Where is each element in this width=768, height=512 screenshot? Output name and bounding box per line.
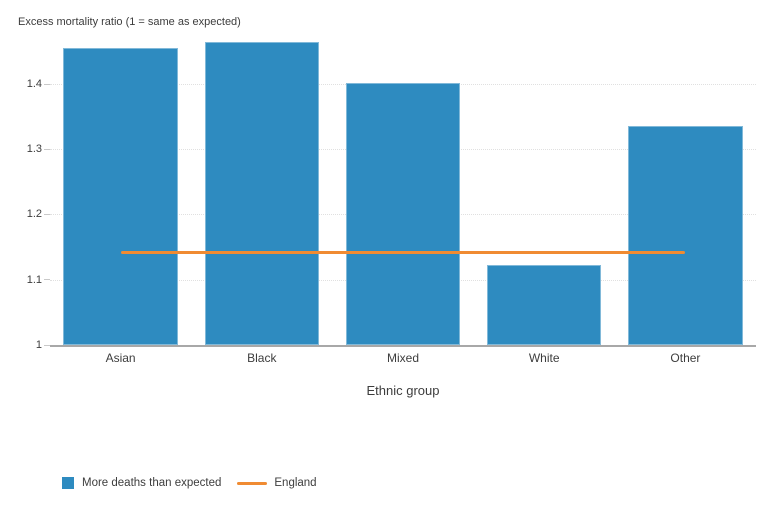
bar-slot-white <box>474 35 615 345</box>
y-tick-label-1.2: 1.2 <box>0 207 50 221</box>
bar-black[interactable] <box>204 41 319 345</box>
plot-area <box>50 35 756 347</box>
y-tick-label-1: 1 <box>0 338 50 352</box>
bar-slot-other <box>615 35 756 345</box>
bar-series-swatch-icon <box>62 477 74 489</box>
legend-line-label: England <box>274 477 317 489</box>
y-tick-text: 1.2 <box>26 208 42 221</box>
y-tick-mark <box>44 83 50 85</box>
bar-white[interactable] <box>487 264 602 345</box>
bar-slot-mixed <box>332 35 473 345</box>
y-tick-mark <box>44 344 50 346</box>
y-tick-text: 1.1 <box>26 273 42 286</box>
england-line-swatch-icon <box>237 481 268 485</box>
y-tick-label-1.1: 1.1 <box>0 273 50 287</box>
x-label-black: Black <box>247 351 277 365</box>
bar-series <box>50 35 756 345</box>
legend-item-bars[interactable]: More deaths than expected <box>62 477 221 489</box>
y-axis: 1 1.1 1.2 1.3 1.4 <box>0 35 50 351</box>
x-label-white: White <box>528 351 560 365</box>
bar-mixed[interactable] <box>345 82 461 345</box>
legend-item-england[interactable]: England <box>221 477 317 489</box>
y-tick-text: 1.3 <box>26 143 42 156</box>
y-tick-mark <box>44 214 50 216</box>
x-label-mixed: Mixed <box>387 351 420 365</box>
legend-bar-label: More deaths than expected <box>82 477 222 489</box>
x-label-other: Other <box>670 351 701 365</box>
bar-slot-asian <box>50 35 191 345</box>
y-tick-label-1.3: 1.3 <box>0 142 50 156</box>
x-axis-labels: Asian Black Mixed White Other <box>50 351 756 365</box>
bar-asian[interactable] <box>63 48 178 345</box>
legend: More deaths than expected England <box>62 477 317 489</box>
y-tick-label-1.4: 1.4 <box>0 77 50 91</box>
bar-other[interactable] <box>628 125 743 345</box>
england-reference-line[interactable] <box>120 250 686 254</box>
y-tick-mark <box>44 148 50 150</box>
y-tick-mark <box>44 279 50 281</box>
y-tick-text: 1 <box>35 339 42 351</box>
bar-slot-black <box>191 35 332 345</box>
x-axis-title: Ethnic group <box>366 383 440 398</box>
y-tick-text: 1.4 <box>26 77 42 90</box>
chart-title: Excess mortality ratio (1 = same as expe… <box>18 16 241 28</box>
x-label-asian: Asian <box>105 351 136 365</box>
